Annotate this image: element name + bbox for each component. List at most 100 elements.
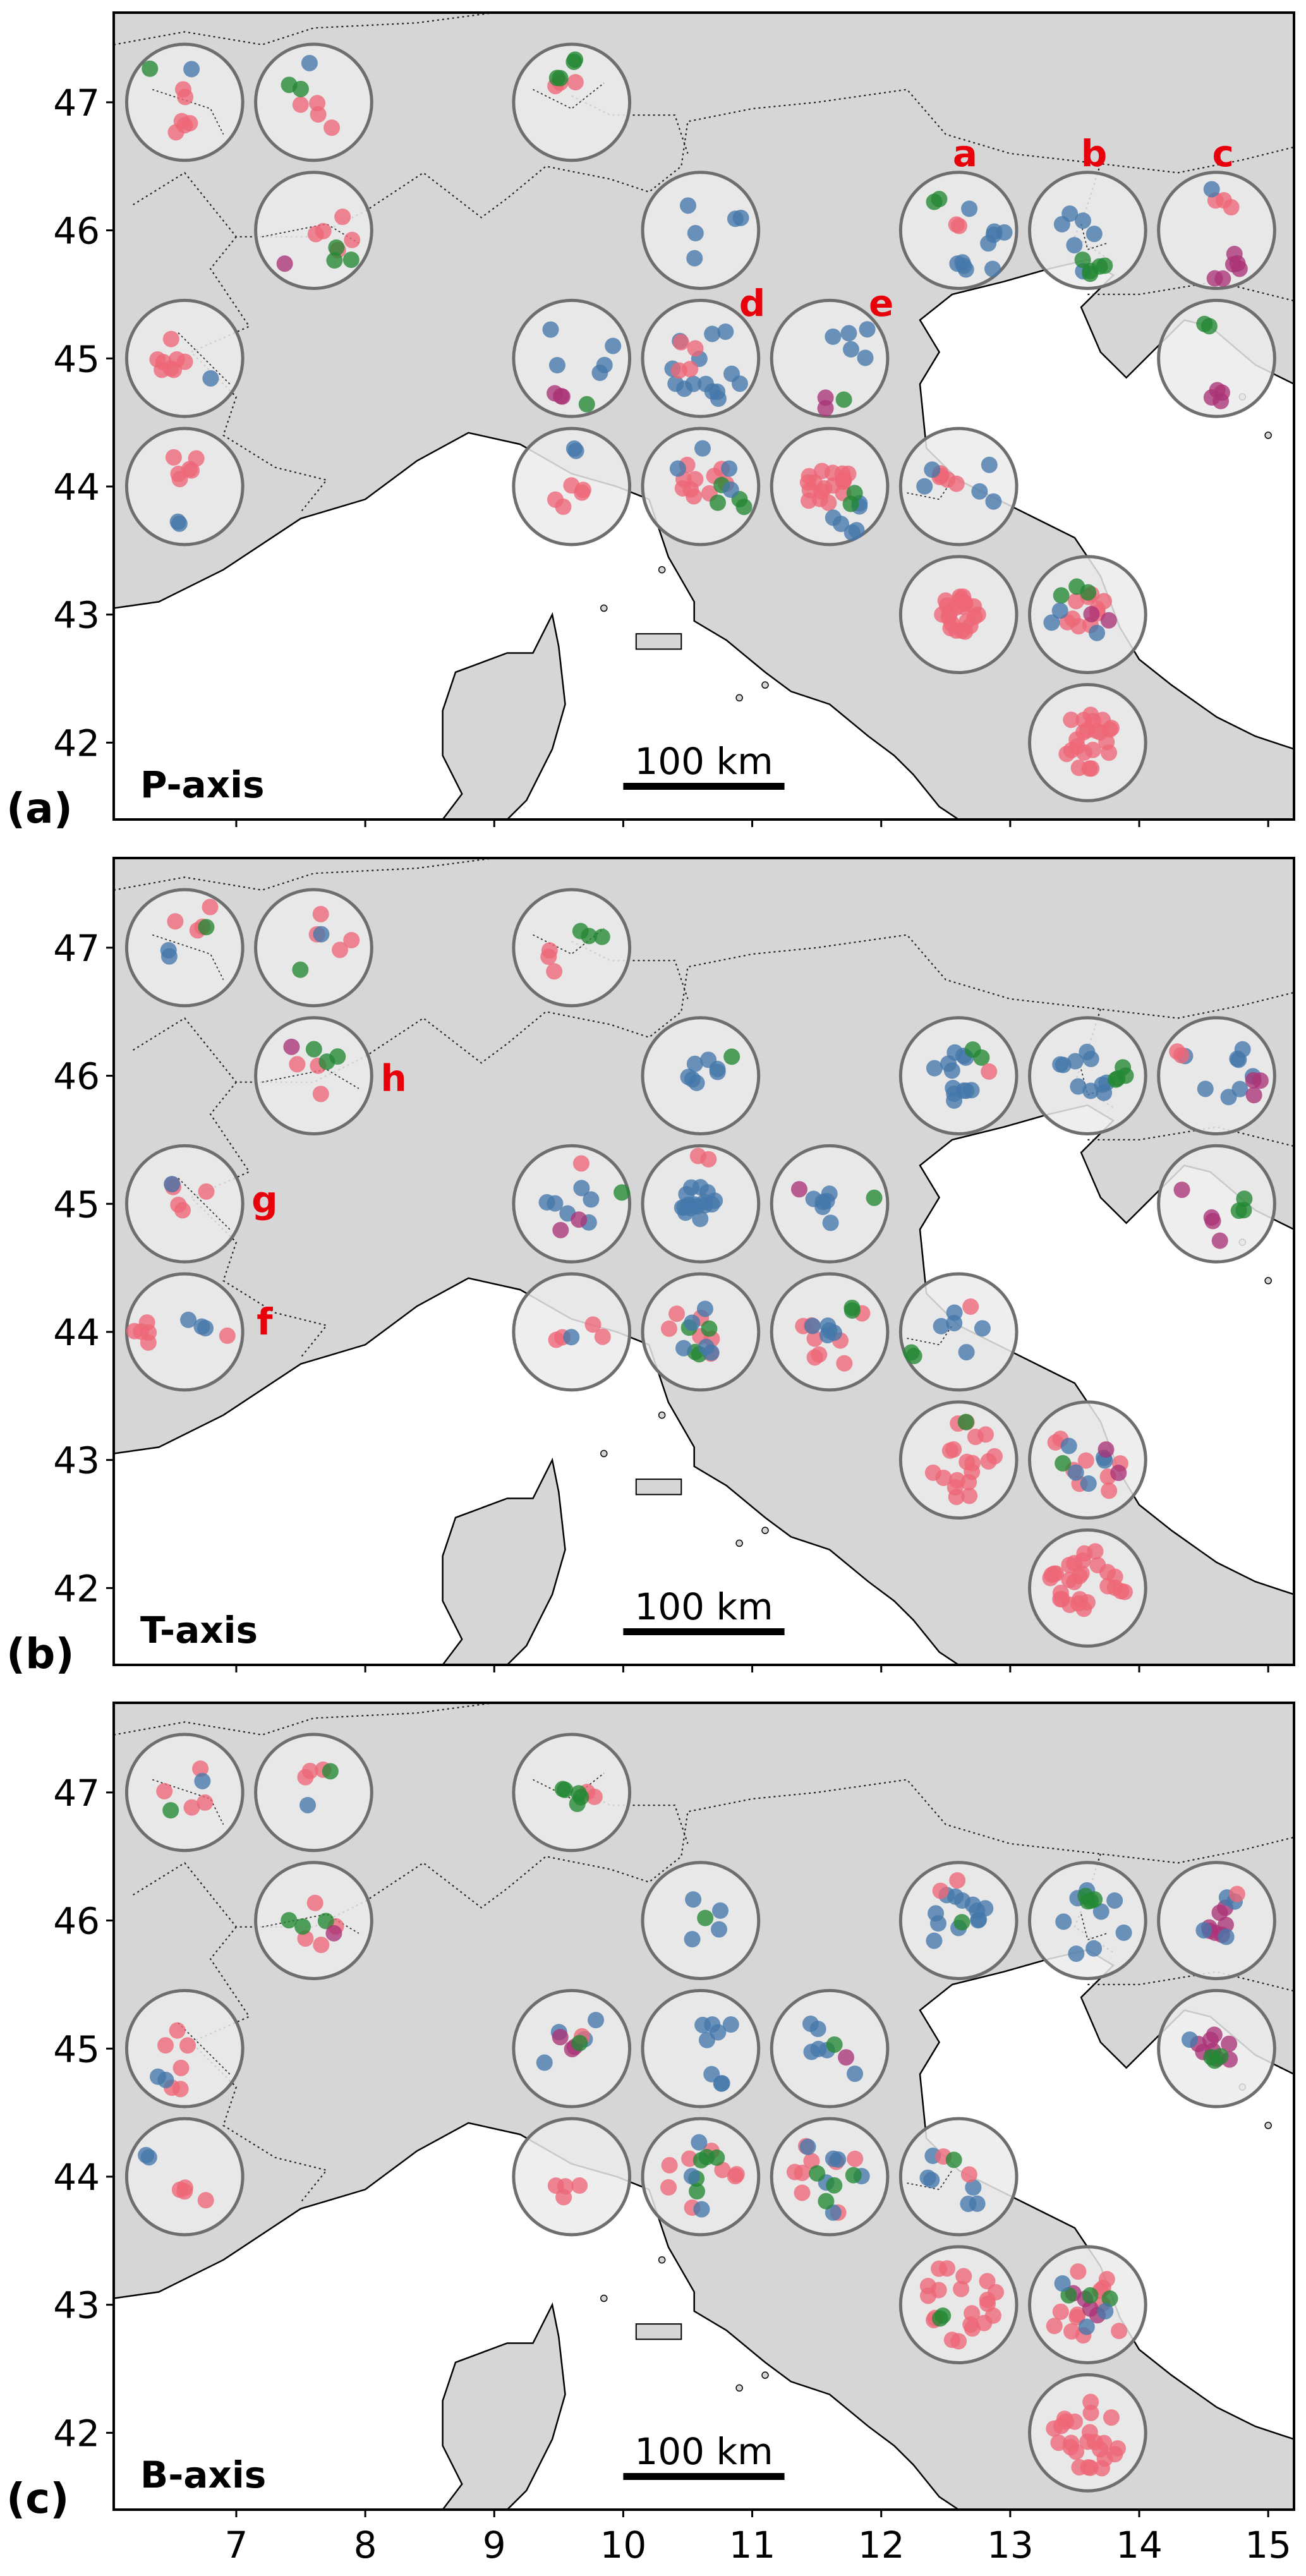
purple-event-point [325,1925,342,1942]
country-border [114,1703,495,1736]
blue-event-point [1085,1940,1103,1957]
pink-event-point [794,2165,811,2182]
pink-event-point [1063,742,1080,759]
border-in-bin [1080,1914,1108,1941]
blue-event-point [588,2012,605,2029]
purple-event-point [1214,270,1231,287]
pink-event-point [1103,2409,1120,2426]
blue-event-point [669,460,686,477]
green-event-point [697,1909,714,1926]
y-tick-label: 43 [53,2284,100,2327]
islet [1264,2122,1272,2129]
bin-circle [124,2117,245,2237]
pink-event-point [714,2162,731,2179]
blue-event-point [675,1339,692,1357]
tyrrhenian-sea [114,2122,959,2510]
green-event-point [557,1781,574,1798]
map-area [114,13,1294,819]
blue-event-point [825,328,842,345]
pink-event-point [192,1760,209,1777]
blue-event-point [1097,2302,1114,2319]
blue-event-point [1067,1053,1084,1070]
pink-event-point [162,330,179,348]
blue-event-point [946,1315,963,1332]
bin-label-d: d [739,282,766,325]
green-event-point [945,2151,962,2168]
pink-event-point [1223,198,1240,215]
map-area [114,858,1294,1665]
pink-event-point [660,2179,677,2196]
green-event-point [957,1413,974,1430]
pink-event-point [584,1316,602,1333]
pink-event-point [945,1441,962,1458]
bin-label-c: c [1212,132,1234,175]
border-in-bin [152,88,224,135]
border-in-bin [178,2023,231,2075]
pink-event-point [981,1063,998,1080]
pink-event-point [1084,741,1101,758]
islet [761,681,769,689]
blue-event-point [171,515,188,532]
green-event-point [953,1914,970,1931]
green-event-point [826,2036,843,2053]
pink-event-point [962,1298,979,1315]
pink-event-point [1077,1452,1094,1469]
bin-circle [1027,1861,1147,1980]
pink-event-point [988,2283,1005,2301]
green-event-point [835,391,852,408]
west-coastline [114,1277,959,1665]
blue-event-point [847,2065,864,2083]
pink-event-point [563,477,580,494]
purple-event-point [1212,392,1230,409]
blue-event-point [717,323,734,340]
purple-event-point [552,1221,569,1238]
pink-event-point [1099,1564,1116,1581]
pink-event-point [170,1196,187,1213]
blue-event-point [919,2169,936,2186]
y-tick-label: 47 [53,82,100,124]
blue-event-point [840,325,857,342]
border-in-bin [152,934,224,981]
pink-event-point [1061,1556,1078,1573]
pink-event-point [1063,711,1080,729]
purple-event-point [1211,1232,1228,1249]
blue-event-point [194,1772,211,1789]
blue-event-point [683,1179,700,1196]
map-panel-p-axis: 42 43 44 45 46 47 (a) P-axis 100 km a b c d e [6,11,1295,833]
green-event-point [931,191,948,208]
y-tick-label: 43 [53,594,100,637]
border-in-bin [152,1779,224,1825]
islet [1264,1277,1272,1285]
green-event-point [305,1041,322,1058]
pink-event-point [668,1305,686,1322]
pink-event-point [323,119,341,136]
blue-event-point [799,2138,816,2155]
border-in-bin [178,332,231,385]
pink-event-point [344,231,361,248]
country-border [1087,1126,1294,1147]
blue-event-point [713,2075,730,2092]
pink-event-point [289,1056,306,1073]
blue-event-point [1203,181,1220,198]
green-event-point [964,1041,981,1058]
map-panel-t-axis: 42 43 44 45 46 47 (b) T-axis 100 km h g f [6,857,1295,1678]
pink-event-point [292,96,309,113]
y-tick-label: 42 [53,722,100,765]
blue-event-point [313,926,330,943]
pink-event-point [1096,2450,1113,2467]
green-event-point [735,499,753,516]
blue-event-point [710,1921,727,1938]
blue-event-point [605,337,622,354]
purple-event-point [1173,1182,1190,1199]
pink-event-point [931,2260,948,2277]
blue-event-point [819,1317,837,1334]
corsica-island [442,1457,566,1665]
pink-event-point [1099,1578,1116,1595]
corsica-island [442,612,566,819]
green-event-point [701,1320,718,1337]
green-event-point [934,2307,952,2325]
bin-label-b: b [1081,132,1108,175]
pink-event-point [1082,2404,1099,2421]
pink-event-point [1070,2263,1087,2280]
pink-event-point [219,1327,236,1345]
